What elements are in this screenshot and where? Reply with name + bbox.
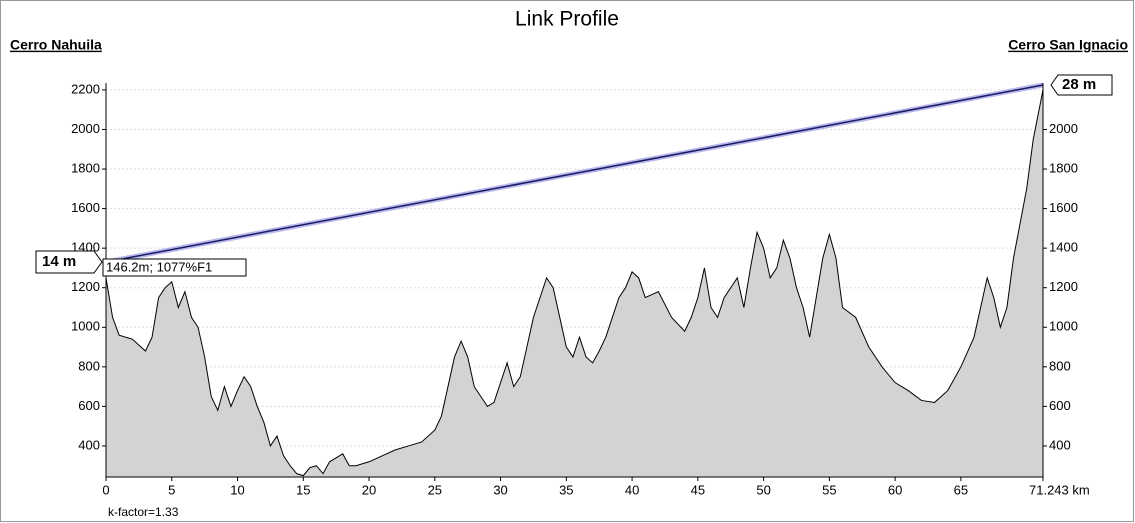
y2-tick-label: 2000: [1049, 121, 1078, 136]
y2-tick-label: 600: [1049, 398, 1071, 413]
x-tick-label: 50: [756, 482, 770, 497]
x-tick-label: 15: [296, 482, 310, 497]
y2-tick-label: 1000: [1049, 319, 1078, 334]
y2-tick-label: 1200: [1049, 279, 1078, 294]
x-tick-label: 35: [559, 482, 573, 497]
y-tick-label: 600: [78, 398, 100, 413]
left-site: Cerro Nahuila: [10, 37, 102, 53]
chart-title: Link Profile: [515, 8, 619, 31]
x-tick-label: 71.243 km: [1029, 482, 1090, 497]
footer: k-factor=1.33: [108, 505, 179, 519]
y-tick-label: 2000: [71, 121, 100, 136]
y-tick-label: 1000: [71, 319, 100, 334]
x-tick-label: 20: [362, 482, 376, 497]
y-tick-label: 800: [78, 358, 100, 373]
y-tick-label: 400: [78, 437, 100, 452]
x-tick-label: 55: [822, 482, 836, 497]
y2-tick-label: 1600: [1049, 200, 1078, 215]
y2-tick-label: 1400: [1049, 240, 1078, 255]
y-tick-label: 1600: [71, 200, 100, 215]
left-height: 14 m: [42, 253, 76, 270]
x-tick-label: 25: [428, 482, 442, 497]
x-tick-label: 60: [888, 482, 902, 497]
y-tick-label: 2200: [71, 81, 100, 96]
x-tick-label: 0: [102, 482, 109, 497]
x-tick-label: 10: [230, 482, 244, 497]
x-tick-label: 40: [625, 482, 639, 497]
x-tick-label: 5: [168, 482, 175, 497]
x-tick-label: 65: [954, 482, 968, 497]
y2-tick-label: 400: [1049, 437, 1071, 452]
y2-tick-label: 800: [1049, 358, 1071, 373]
line-of-sight: [105, 84, 1044, 263]
clearance-label: 146.2m; 1077%F1: [106, 259, 212, 274]
y2-tick-label: 1800: [1049, 160, 1078, 175]
left-height-box: [35, 250, 103, 274]
right-site: Cerro San Ignacio: [1008, 37, 1128, 53]
right-height: 28 m: [1062, 76, 1096, 93]
y-tick-label: 1800: [71, 160, 100, 175]
x-tick-label: 30: [493, 482, 507, 497]
right-height-box: [1050, 74, 1113, 96]
terrain: [105, 89, 1044, 478]
clearance-box: [102, 258, 247, 277]
y-tick-label: 1200: [71, 279, 100, 294]
x-tick-label: 45: [691, 482, 705, 497]
